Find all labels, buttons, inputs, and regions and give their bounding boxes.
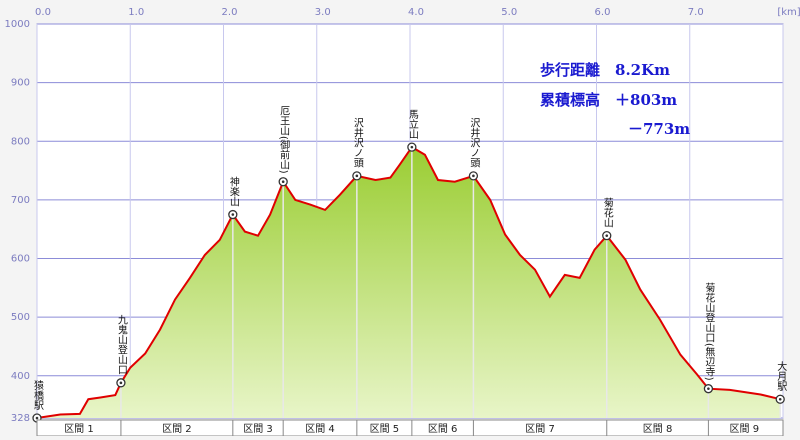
x-tick-label: 6.0 [595,7,611,18]
y-tick-label: 800 [11,136,30,147]
waypoint-dot [119,381,123,385]
waypoint-label: 馬立山 [406,109,418,139]
waypoint-dot [231,213,235,216]
y-tick-label: 500 [11,312,30,323]
x-tick-label: 2.0 [222,7,238,18]
waypoint-label: 沢井沢ノ頭 [468,117,480,169]
annotation: 累積標高 ＋803m [540,91,677,109]
y-tick-label: 1000 [5,19,30,30]
waypoint-dot [281,180,285,184]
x-tick-label: 4.0 [408,7,424,18]
y-tick-label: 600 [11,254,30,265]
x-tick-label: [km] [777,7,800,18]
waypoint-dot [472,174,475,178]
section-label: 区間 9 [730,423,760,435]
waypoint-dot [707,387,710,390]
y-tick-label: 328 [11,413,30,424]
x-tick-label: 7.0 [688,7,704,18]
section-label: 区間 3 [243,423,273,435]
waypoint-label: 厄王山(御前山) [278,106,290,174]
line [36,145,781,419]
waypoint-label: 九鬼山登山口 [115,315,127,375]
waypoint-dot [355,174,359,178]
area [37,147,781,418]
waypoint-label: 大月駅 [775,360,787,392]
section-label: 区間 1 [64,423,94,435]
waypoint-label: 菊花山 [601,197,613,227]
waypoint-label: 猿橋駅 [32,379,44,411]
x-tick-label: 3.0 [315,7,331,18]
section-label: 区間 8 [643,423,673,435]
x-tick-label: 1.0 [128,7,144,18]
annotation: －773m [628,120,690,138]
y-tick-label: 400 [11,371,30,382]
annotation: 歩行距離 8.2Km [540,61,670,79]
waypoint-label: 菊花山登山口(無辺寺) [703,283,715,381]
x-tick-label: 5.0 [501,7,517,18]
section-label: 区間 7 [525,423,555,435]
waypoint-dot [778,397,782,401]
section-label: 区間 5 [370,423,400,435]
waypoint-dot [35,416,39,420]
section-label: 区間 4 [305,423,335,435]
section-label: 区間 6 [428,423,458,435]
section-label: 区間 2 [162,423,192,435]
y-tick-label: 900 [11,78,30,89]
waypoint-label: 沢井沢ノ頭 [351,117,363,169]
x-tick-label: 0.0 [35,7,51,18]
waypoint-dot [605,234,609,237]
waypoint-dot [410,145,414,149]
y-tick-label: 700 [11,195,30,206]
waypoint-label: 神楽山 [227,175,239,206]
